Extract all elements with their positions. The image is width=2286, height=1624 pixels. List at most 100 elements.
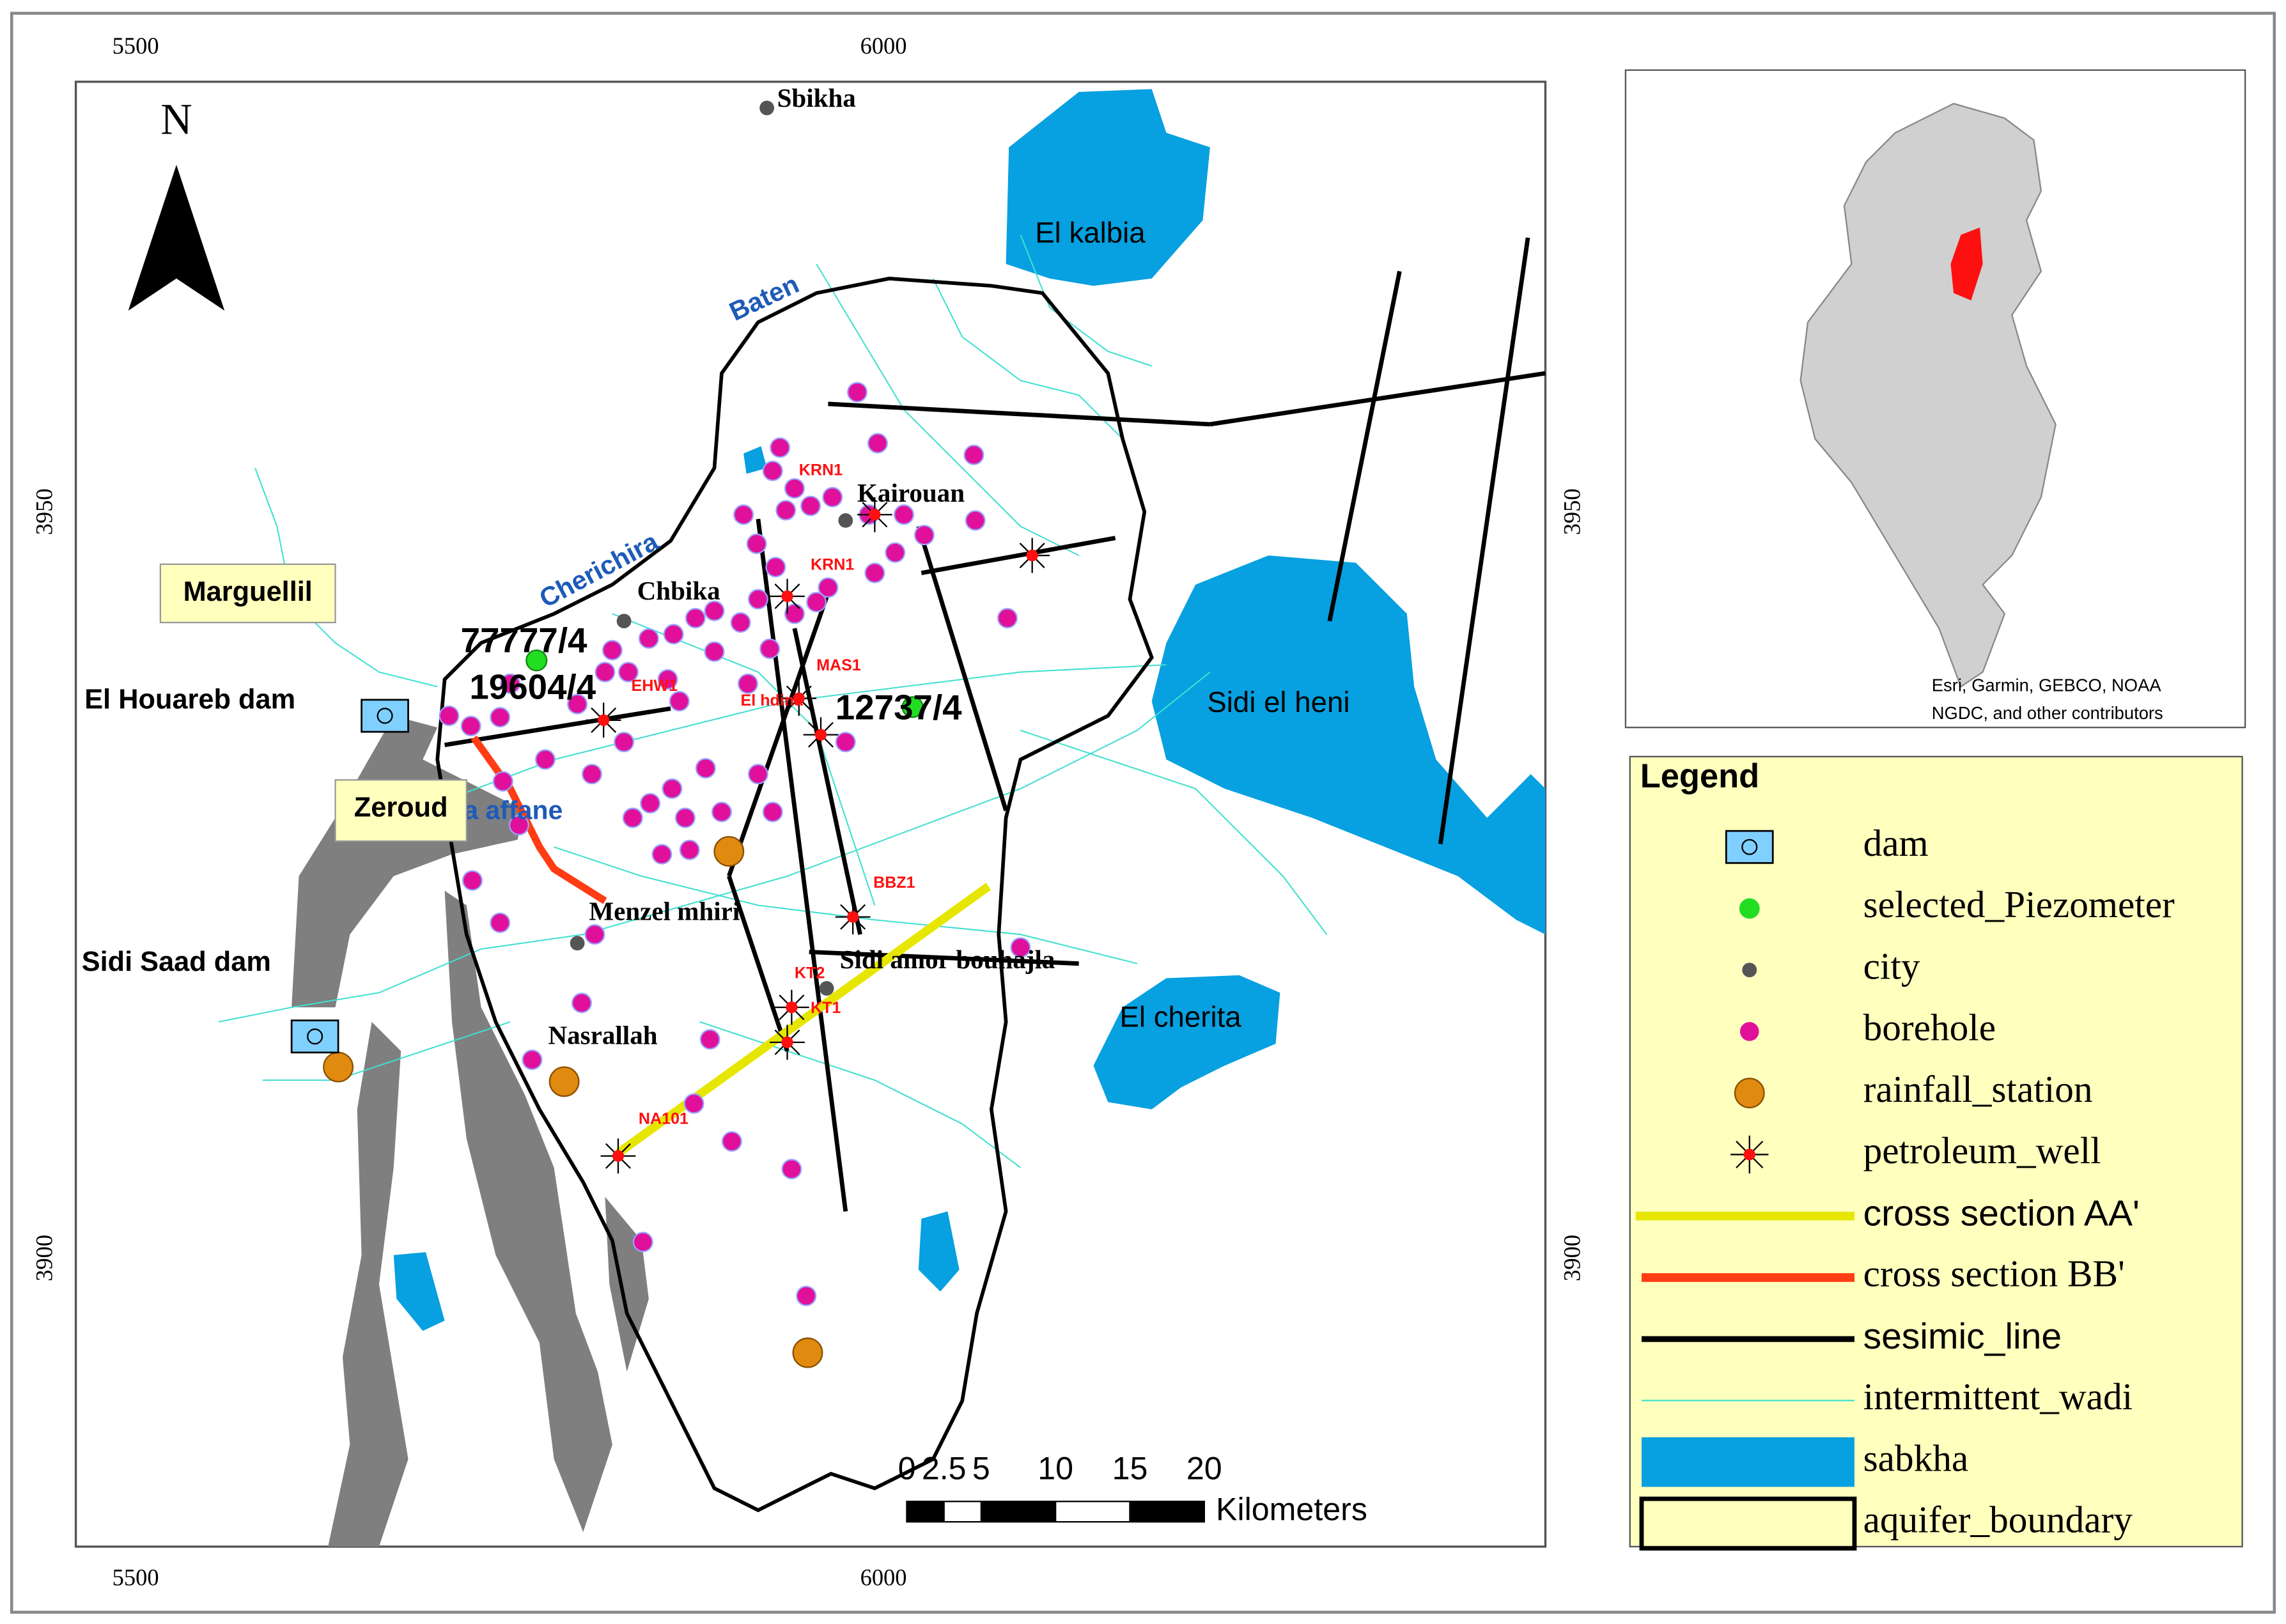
borehole: [500, 673, 521, 694]
label-box: [334, 779, 467, 842]
well-label: KT2: [795, 964, 825, 982]
attribution: Esri, Garmin, GEBCO, NOAA: [1932, 676, 2162, 695]
sabkha: [393, 1252, 445, 1331]
borehole: [770, 437, 791, 458]
well-label: BBZ1: [873, 874, 915, 892]
borehole: [721, 1131, 742, 1152]
legend-label: cross section AA': [1863, 1193, 2140, 1234]
borehole: [822, 486, 843, 507]
tick-label: 6000: [860, 1565, 907, 1591]
well-label: El hdina: [741, 692, 804, 709]
legend-label: rainfall_station: [1863, 1068, 2093, 1110]
borehole: [674, 807, 696, 828]
dam-icon: [1725, 830, 1774, 864]
borehole: [963, 444, 984, 465]
intermittent-wadi: [932, 278, 1123, 440]
city: [616, 614, 632, 629]
tick-label: 3950: [1559, 488, 1585, 535]
seismic-line: [444, 706, 671, 747]
piezometer-label: 12737/4: [836, 687, 962, 727]
sabkha: [1151, 555, 1546, 935]
borehole: [894, 504, 914, 525]
dam-label: El Houareb dam: [84, 684, 295, 715]
sabkha: [918, 1211, 960, 1292]
place-label: Chbika: [637, 576, 720, 605]
well-label: KT1: [811, 999, 841, 1017]
seismic-line: [1327, 270, 1402, 622]
water-labels: El kalbia Sidi el heni El cherita: [1035, 216, 1349, 1033]
city: [819, 981, 834, 996]
borehole: [699, 1029, 720, 1050]
borehole: [460, 715, 481, 736]
scale-label: 2.5: [922, 1451, 967, 1487]
borehole: [572, 993, 592, 1014]
intermittent-wadi: [262, 1021, 511, 1081]
seismic-line: [1438, 237, 1530, 845]
place-label: Sidi amor bouhajla: [840, 945, 1055, 974]
borehole: [711, 801, 732, 823]
intermittent-wadi: [218, 671, 1211, 1023]
legend-label: intermittent_wadi: [1863, 1375, 2133, 1418]
legend-label: sesimic_line: [1863, 1316, 2062, 1357]
borehole: [595, 661, 616, 683]
scale-label: 10: [1038, 1451, 1073, 1487]
borehole: [835, 732, 856, 752]
legend-rainfall: [1734, 1078, 1765, 1109]
petroleum-well: [786, 1001, 798, 1014]
intermittent-wadi: [1020, 234, 1153, 367]
relief: [328, 1021, 408, 1547]
borehole: [775, 500, 797, 521]
legend-sabkha: [1641, 1437, 1854, 1487]
legend-borehole: [1739, 1022, 1759, 1041]
borehole: [662, 778, 683, 799]
borehole: [847, 382, 867, 403]
seismic-line: [756, 518, 848, 1212]
borehole: [762, 801, 783, 823]
borehole: [737, 673, 758, 694]
borehole: [800, 495, 821, 516]
dam-icon: [361, 699, 409, 733]
borehole: [796, 1285, 817, 1306]
borehole: [622, 807, 643, 828]
borehole: [490, 707, 511, 728]
well-label: KRN1: [811, 556, 854, 574]
sabkha-label: El cherita: [1120, 1000, 1242, 1033]
borehole: [614, 732, 635, 752]
borehole: [651, 844, 673, 865]
piezometer-label: 77777/4: [461, 620, 587, 660]
petroleum-well: [1026, 549, 1038, 562]
legend-label: selected_Piezometer: [1863, 883, 2175, 925]
borehole: [663, 624, 684, 645]
city: [570, 936, 585, 951]
petroleum-well: [781, 1036, 793, 1048]
borehole: [602, 640, 623, 661]
boxed-label: Zeroud: [354, 792, 448, 823]
borehole: [685, 608, 706, 629]
intermittent-wadi: [816, 263, 1080, 557]
tick-label: 3950: [31, 488, 57, 535]
borehole: [669, 691, 690, 712]
legend-label: city: [1863, 945, 1920, 987]
relief: [444, 890, 612, 1533]
sabkha: [743, 446, 767, 474]
borehole: [914, 525, 935, 546]
borehole: [730, 612, 751, 633]
dam-icon: [290, 1019, 339, 1054]
borehole: [733, 504, 754, 525]
tick-label: 3900: [1559, 1235, 1585, 1281]
north-label: N: [160, 95, 192, 144]
borehole: [765, 557, 786, 578]
seismic-line: [916, 525, 1008, 812]
borehole: [492, 771, 513, 792]
borehole: [704, 641, 725, 662]
petroleum-well: [598, 714, 610, 726]
piezometer: [901, 696, 924, 718]
borehole: [581, 764, 602, 785]
petroleum-well: [869, 509, 881, 521]
petroleum-well: [781, 590, 793, 603]
points: [290, 100, 1050, 1368]
petroleum-well: [1743, 1148, 1755, 1161]
scale-label: 0: [898, 1451, 916, 1487]
legend-label: borehole: [1863, 1007, 1996, 1049]
